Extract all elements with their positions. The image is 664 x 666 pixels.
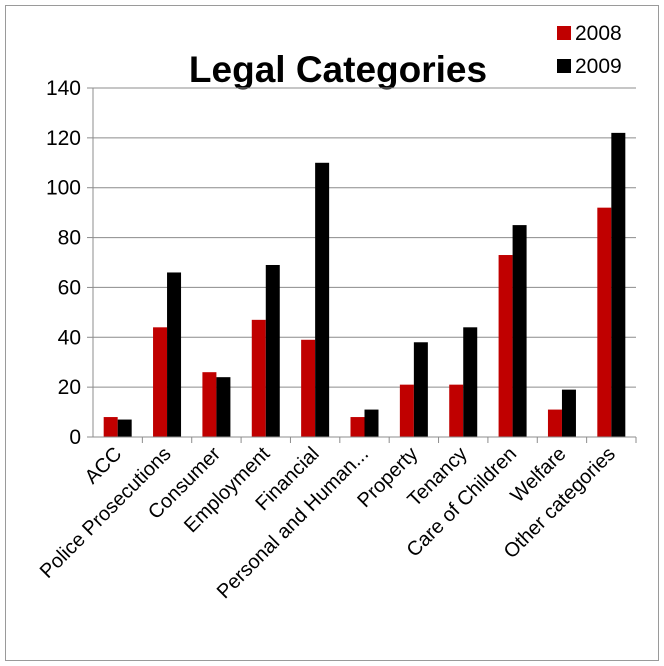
bar-2008 <box>153 327 168 437</box>
bars <box>103 132 626 438</box>
bar-2008 <box>449 384 464 437</box>
bar-2009 <box>611 132 626 437</box>
bar-2008 <box>547 409 562 437</box>
bar-2008 <box>103 417 118 437</box>
bar-2009 <box>413 342 428 437</box>
legend: 2008 2009 <box>557 22 622 78</box>
bar-2008 <box>498 255 513 437</box>
y-axis-tick-labels: 0 20 40 60 80 100 120 140 <box>46 77 81 449</box>
bar-2009 <box>364 409 379 437</box>
bar-2009 <box>315 162 330 438</box>
y-tick-label: 0 <box>69 426 81 449</box>
y-tick-label: 60 <box>58 276 81 299</box>
legend-label-2008: 2008 <box>575 22 622 45</box>
x-tick-label: ACC <box>81 443 126 488</box>
bar-2008 <box>202 372 217 437</box>
y-tick-label: 120 <box>46 127 81 150</box>
bar-2008 <box>251 319 266 437</box>
y-tick-label: 100 <box>46 177 81 200</box>
legend-swatch-2009 <box>557 59 571 73</box>
chart-frame <box>5 5 659 661</box>
bar-2009 <box>117 419 132 437</box>
y-tick-label: 20 <box>58 376 81 399</box>
bar-2008 <box>597 207 612 437</box>
legend-swatch-2008 <box>557 26 571 40</box>
y-tick-label: 80 <box>58 227 81 250</box>
bar-2009 <box>216 377 231 437</box>
bar-2008 <box>301 339 316 437</box>
bar-2008 <box>350 417 365 437</box>
bar-2009 <box>265 264 280 437</box>
chart-title: Legal Categories <box>189 49 487 90</box>
y-tick-label: 40 <box>58 326 81 349</box>
grid-lines <box>93 87 636 388</box>
bar-2009 <box>167 272 182 437</box>
bar-2009 <box>561 389 576 437</box>
bar-2008 <box>399 384 414 437</box>
bar-2009 <box>463 327 478 437</box>
y-tick-label: 140 <box>46 77 81 100</box>
axes <box>87 87 637 443</box>
legend-label-2009: 2009 <box>575 55 622 78</box>
bar-2009 <box>512 225 527 437</box>
